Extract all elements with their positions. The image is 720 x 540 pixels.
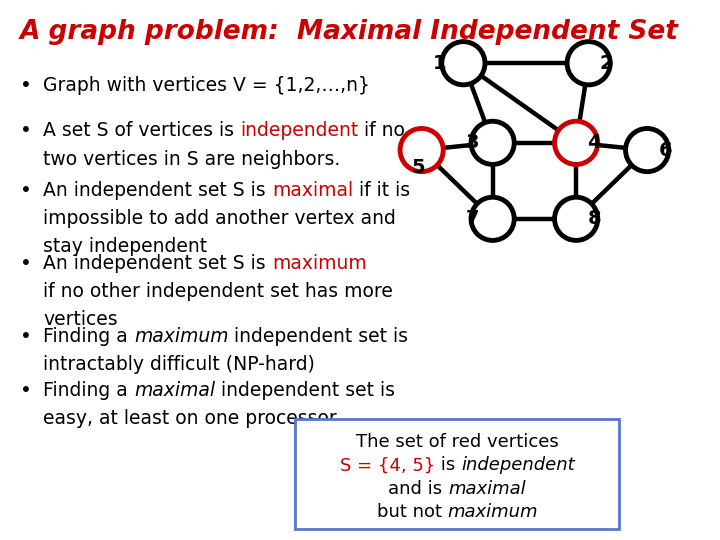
Ellipse shape [567,42,611,85]
Text: Graph with vertices V = {1,2,…,n}: Graph with vertices V = {1,2,…,n} [43,76,370,94]
Text: An independent set S is: An independent set S is [43,181,272,200]
Text: 1: 1 [433,54,446,73]
Text: 8: 8 [588,210,601,228]
Text: impossible to add another vertex and: impossible to add another vertex and [43,209,396,228]
Text: independent set is: independent set is [215,381,395,400]
Text: •: • [20,122,32,140]
Text: •: • [20,254,32,273]
Text: •: • [20,327,32,346]
Text: independent: independent [240,122,359,140]
Text: Finding a: Finding a [43,327,134,346]
Text: if no other independent set has more: if no other independent set has more [43,282,393,301]
Text: two vertices in S are neighbors.: two vertices in S are neighbors. [43,150,341,168]
Text: The set of red vertices: The set of red vertices [356,433,559,451]
Text: maximum: maximum [272,254,366,273]
Ellipse shape [471,197,514,240]
Text: maximal: maximal [272,181,353,200]
FancyBboxPatch shape [295,418,619,529]
Ellipse shape [554,197,598,240]
Text: but not: but not [377,503,447,521]
Text: is: is [435,456,461,474]
Text: maximal: maximal [449,480,526,497]
Text: intractably difficult (NP-hard): intractably difficult (NP-hard) [43,355,315,374]
Ellipse shape [442,42,485,85]
Text: vertices: vertices [43,310,118,329]
Text: independent: independent [461,456,575,474]
Text: 7: 7 [466,210,480,228]
Ellipse shape [471,122,514,165]
Text: Finding a: Finding a [43,381,134,400]
Text: •: • [20,76,32,94]
Text: An independent set S is: An independent set S is [43,254,272,273]
Text: maximum: maximum [447,503,538,521]
Text: 3: 3 [466,133,480,152]
Text: and is: and is [389,480,449,497]
Text: S = {4, 5}: S = {4, 5} [340,456,435,474]
Text: •: • [20,181,32,200]
Text: 5: 5 [411,158,425,177]
Text: A set S of vertices is: A set S of vertices is [43,122,240,140]
Text: if no: if no [359,122,405,140]
Text: 2: 2 [600,54,613,73]
Text: independent set is: independent set is [228,327,408,346]
Text: 4: 4 [588,133,601,152]
Text: A graph problem:  Maximal Independent Set: A graph problem: Maximal Independent Set [20,19,679,45]
Text: stay independent: stay independent [43,237,207,256]
Text: maximal: maximal [134,381,215,400]
Text: maximum: maximum [134,327,228,346]
Ellipse shape [626,129,669,172]
Ellipse shape [400,129,444,172]
Text: •: • [20,381,32,400]
Text: 6: 6 [658,140,672,159]
Text: easy, at least on one processor.: easy, at least on one processor. [43,409,341,428]
Ellipse shape [554,122,598,165]
Text: if it is: if it is [353,181,410,200]
